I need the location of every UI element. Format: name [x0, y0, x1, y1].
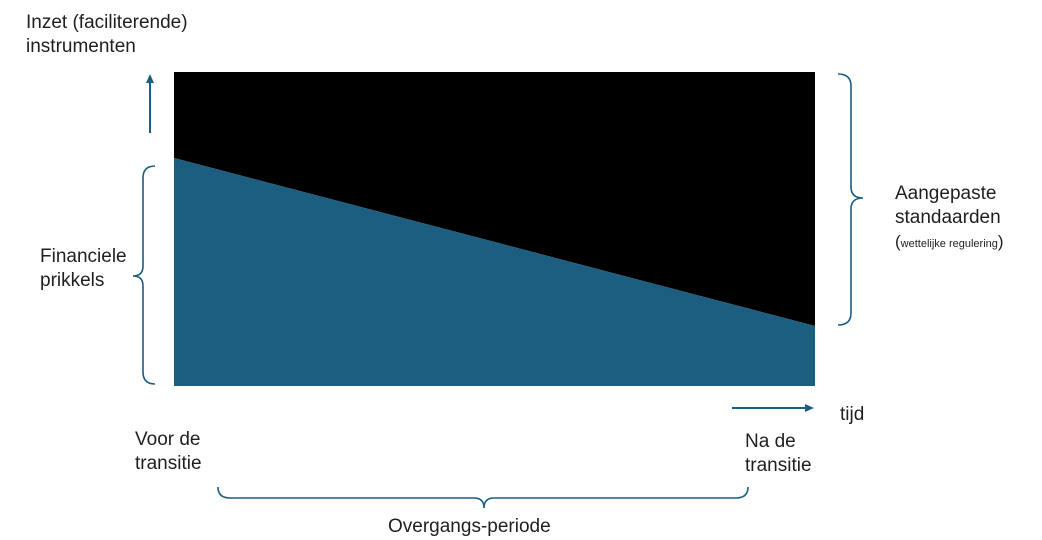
transition-period-text: Overgangs-periode — [388, 516, 551, 537]
paren-open: ( — [895, 232, 901, 251]
legal-regulation-note: (wettelijke regulering) — [895, 230, 1004, 256]
after-transition-label: Na de transitie — [745, 430, 812, 478]
adapted-standards-line2: standaarden — [895, 207, 1001, 228]
before-transition-line1: Voor de — [135, 429, 201, 450]
adapted-standards-line1: Aangepaste — [895, 183, 997, 204]
transition-period-label: Overgangs-periode — [388, 515, 551, 539]
financial-incentive-region — [174, 158, 815, 386]
time-label: tijd — [840, 403, 864, 427]
legal-regulation-text: wettelijke regulering — [900, 238, 998, 250]
y-axis-label: Inzet (faciliterende) instrumenten — [26, 11, 188, 59]
brace-left-icon — [132, 165, 156, 385]
adapted-standards-label: Aangepaste standaarden (wettelijke regul… — [895, 182, 1004, 256]
paren-close: ) — [997, 232, 1004, 251]
before-transition-label: Voor de transitie — [135, 428, 202, 476]
financial-incentives-line1: Financiele — [40, 246, 127, 267]
after-transition-line2: transitie — [745, 455, 812, 476]
financial-incentives-label: Financiele prikkels — [40, 245, 127, 293]
financial-incentives-line2: prikkels — [40, 270, 105, 291]
brace-right-icon — [837, 73, 864, 326]
y-axis-label-line1: Inzet (faciliterende) — [26, 12, 188, 33]
time-label-text: tijd — [840, 404, 865, 425]
after-transition-line1: Na de — [745, 431, 796, 452]
arrow-up-icon — [146, 74, 154, 133]
before-transition-line2: transitie — [135, 453, 202, 474]
standards-region — [174, 72, 815, 326]
arrow-right-icon — [732, 404, 814, 412]
brace-bottom-icon — [217, 486, 749, 509]
y-axis-label-line2: instrumenten — [26, 36, 136, 57]
